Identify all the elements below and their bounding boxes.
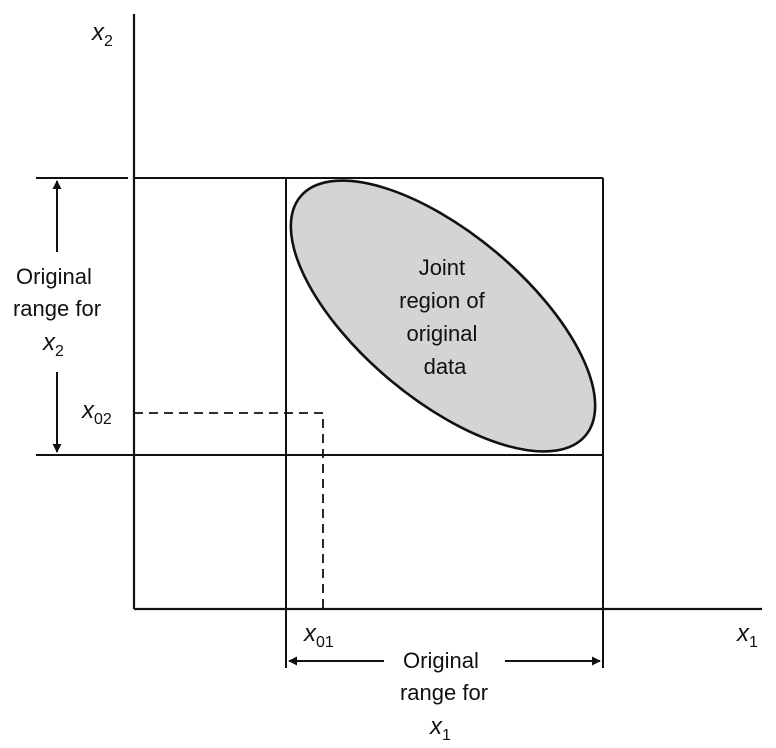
x-range-label: Original range for [400,648,488,705]
x-axis-label: x1 [736,620,758,651]
y-range-var-label: x2 [42,329,64,360]
x02-label: x02 [81,397,112,428]
x01-label: x01 [303,620,334,651]
y-axis-label: x2 [91,19,113,50]
x-range-var-label: x1 [429,713,451,744]
point-dashed-lines [134,412,324,609]
ellipse-label: Joint region of original data [399,255,491,379]
y-range-label: Original range for [13,264,101,321]
joint-region-ellipse [289,179,597,453]
